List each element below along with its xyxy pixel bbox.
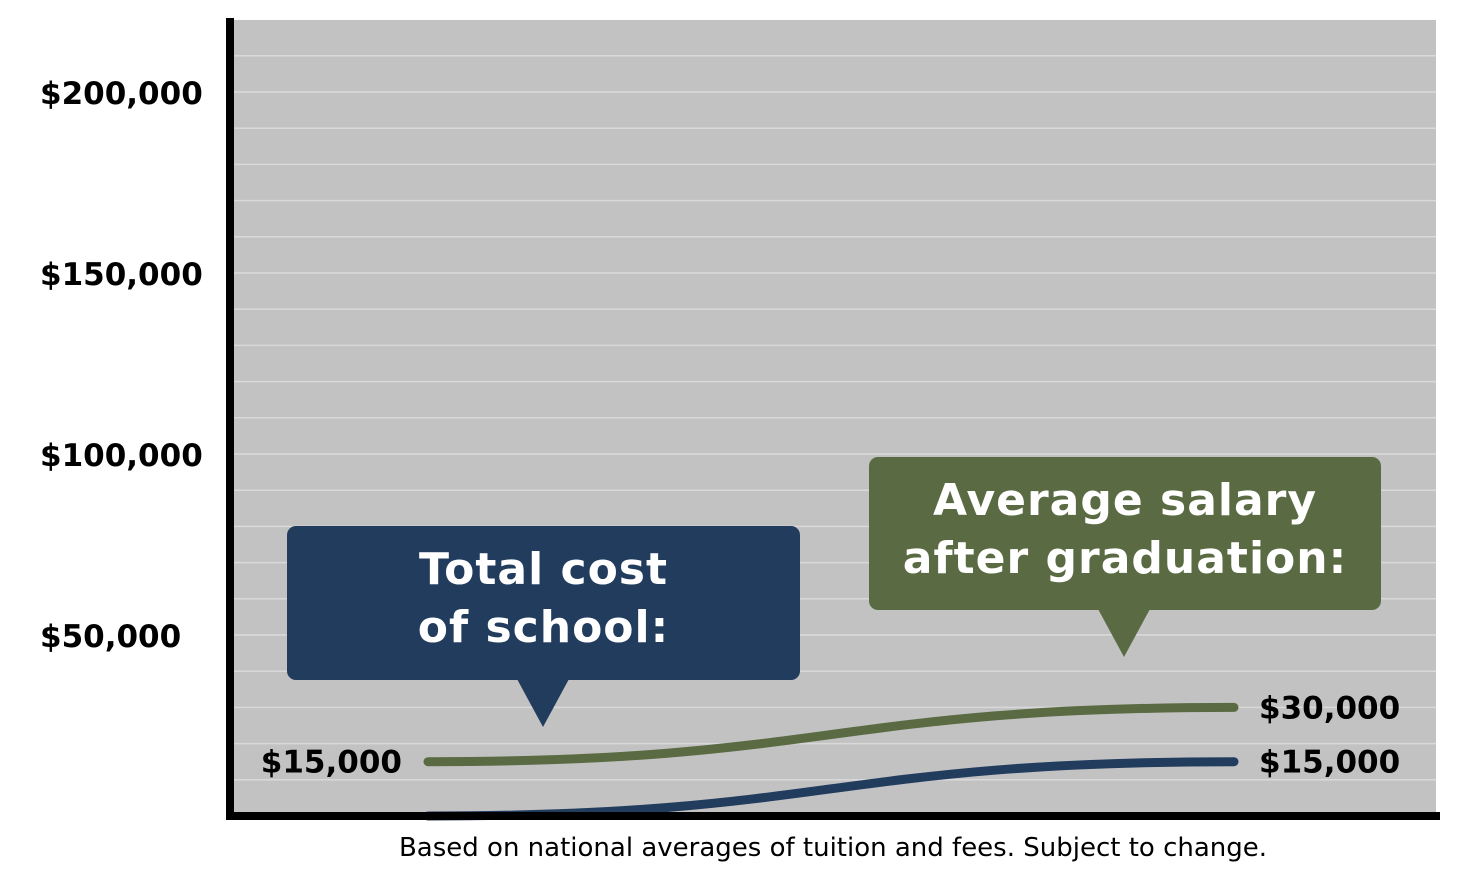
y-tick-label: $50,000: [40, 619, 181, 655]
series-start-label-salary: $15,000: [261, 745, 402, 781]
y-tick-label: $200,000: [40, 76, 203, 112]
footnote: Based on national averages of tuition an…: [398, 833, 1268, 863]
callout-text-line: of school:: [418, 602, 669, 653]
y-tick-label: $100,000: [40, 438, 203, 474]
callout-text-line: Total cost: [419, 544, 668, 595]
series-line-salary: [423, 702, 1239, 767]
callout-text-line: Average salary: [933, 475, 1317, 526]
callout-box: [869, 457, 1381, 610]
callout-pointer: [517, 679, 569, 727]
y-tick-label: $150,000: [40, 257, 203, 293]
callouts: Total cost of school: Average salary after …: [287, 457, 1381, 727]
callout-salary: Average salary after graduation:: [869, 457, 1381, 657]
y-axis-ticks: $200,000 $150,000 $100,000 $50,000: [40, 76, 203, 655]
callout-cost: Total cost of school:: [287, 526, 800, 727]
callout-box: [287, 526, 800, 680]
series-end-label-salary: $30,000: [1259, 690, 1400, 726]
callout-pointer: [1098, 609, 1150, 657]
series-end-label-cost: $15,000: [1259, 745, 1400, 781]
callout-text-line: after graduation:: [903, 533, 1347, 584]
